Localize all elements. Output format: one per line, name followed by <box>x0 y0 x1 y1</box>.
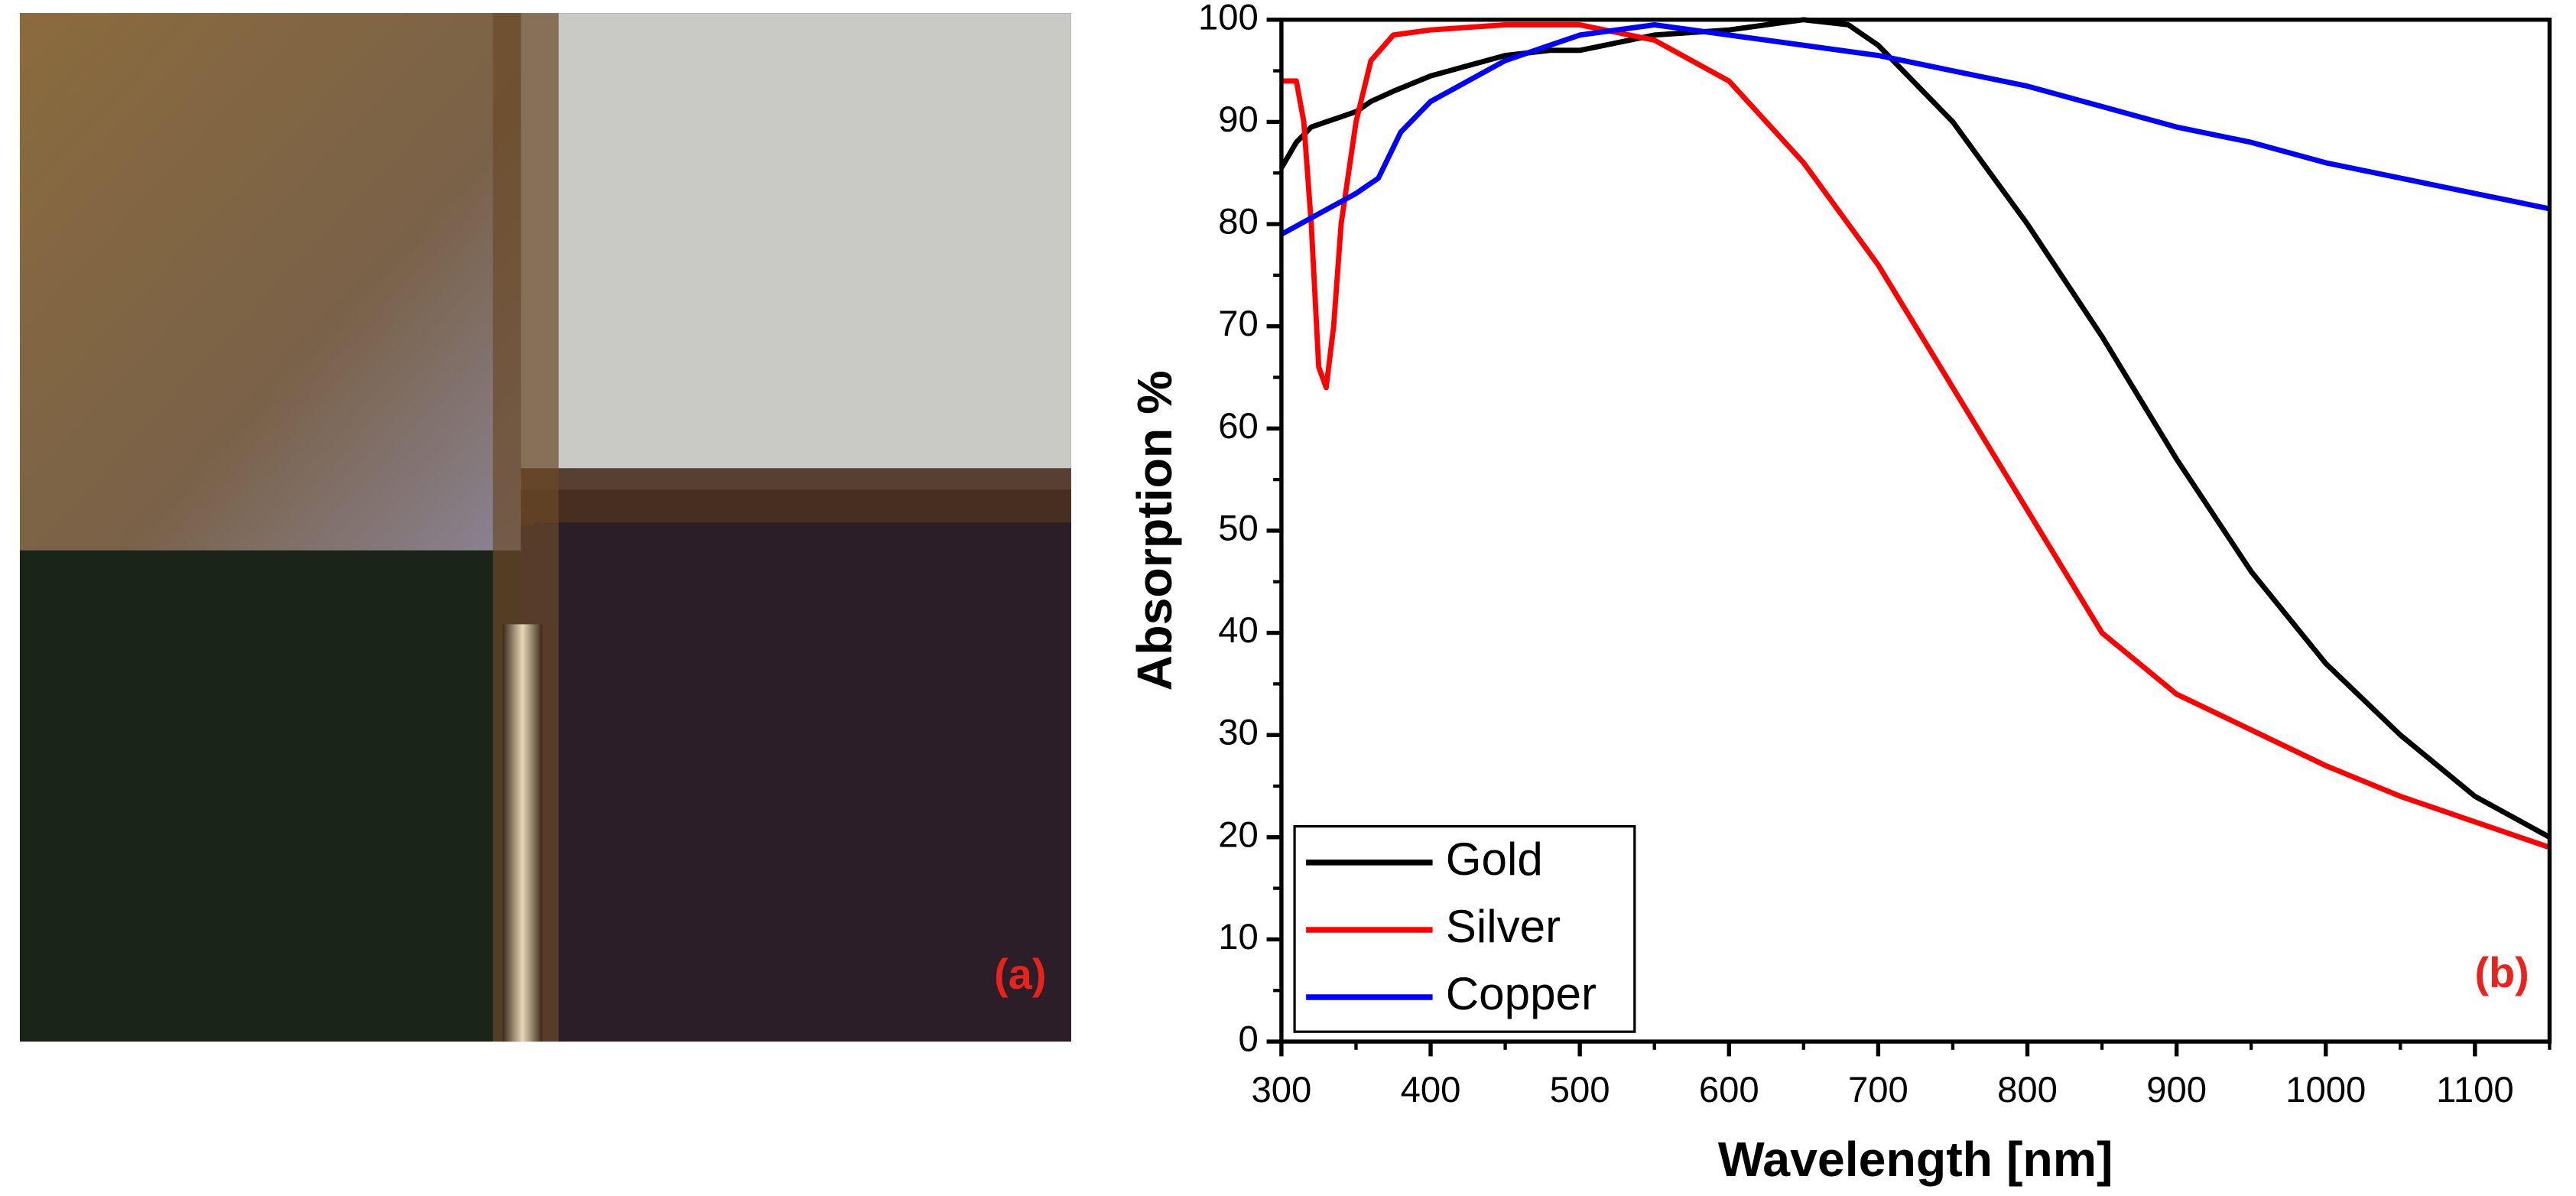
x-tick-label: 900 <box>2146 1070 2207 1110</box>
y-axis-label: Absorption % <box>1127 371 1182 691</box>
y-tick-label: 70 <box>1218 304 1259 344</box>
y-tick-label: 80 <box>1218 202 1259 242</box>
panel-label: (a) <box>994 950 1046 998</box>
y-tick-label: 100 <box>1198 0 1259 37</box>
x-tick-label: 600 <box>1699 1070 1759 1110</box>
legend-label: Silver <box>1446 901 1561 952</box>
y-tick-label: 0 <box>1239 1019 1259 1060</box>
data-line <box>1278 17 2552 840</box>
x-tick-label: 1000 <box>2285 1070 2366 1110</box>
y-tick-label: 10 <box>1218 917 1259 957</box>
data-line <box>1280 22 2551 237</box>
y-tick-label: 60 <box>1218 406 1259 447</box>
x-tick-label: 500 <box>1550 1070 1610 1110</box>
data-line <box>1281 22 2551 850</box>
x-tick-label: 700 <box>1848 1070 1908 1110</box>
y-tick-label: 30 <box>1218 713 1259 753</box>
y-tick-label: 90 <box>1218 99 1259 140</box>
y-tick-label: 40 <box>1218 610 1259 651</box>
legend-label: Gold <box>1446 834 1543 885</box>
x-tick-label: 400 <box>1401 1070 1461 1110</box>
x-tick-label: 1100 <box>2436 1070 2514 1110</box>
y-tick-label: 50 <box>1218 508 1259 548</box>
y-tick-label: 20 <box>1218 814 1259 855</box>
x-tick-label: 800 <box>1997 1070 2058 1110</box>
panel-label: (b) <box>2474 948 2529 996</box>
legend-label: Copper <box>1446 968 1597 1019</box>
x-tick-label: 300 <box>1251 1070 1311 1110</box>
x-axis-label: Wavelength [nm] <box>1718 1132 2113 1187</box>
chart: Wavelength [nm] Absorption % (b) 0 10 20 30… <box>1127 0 2552 1187</box>
photo: (a) <box>19 13 1071 1042</box>
